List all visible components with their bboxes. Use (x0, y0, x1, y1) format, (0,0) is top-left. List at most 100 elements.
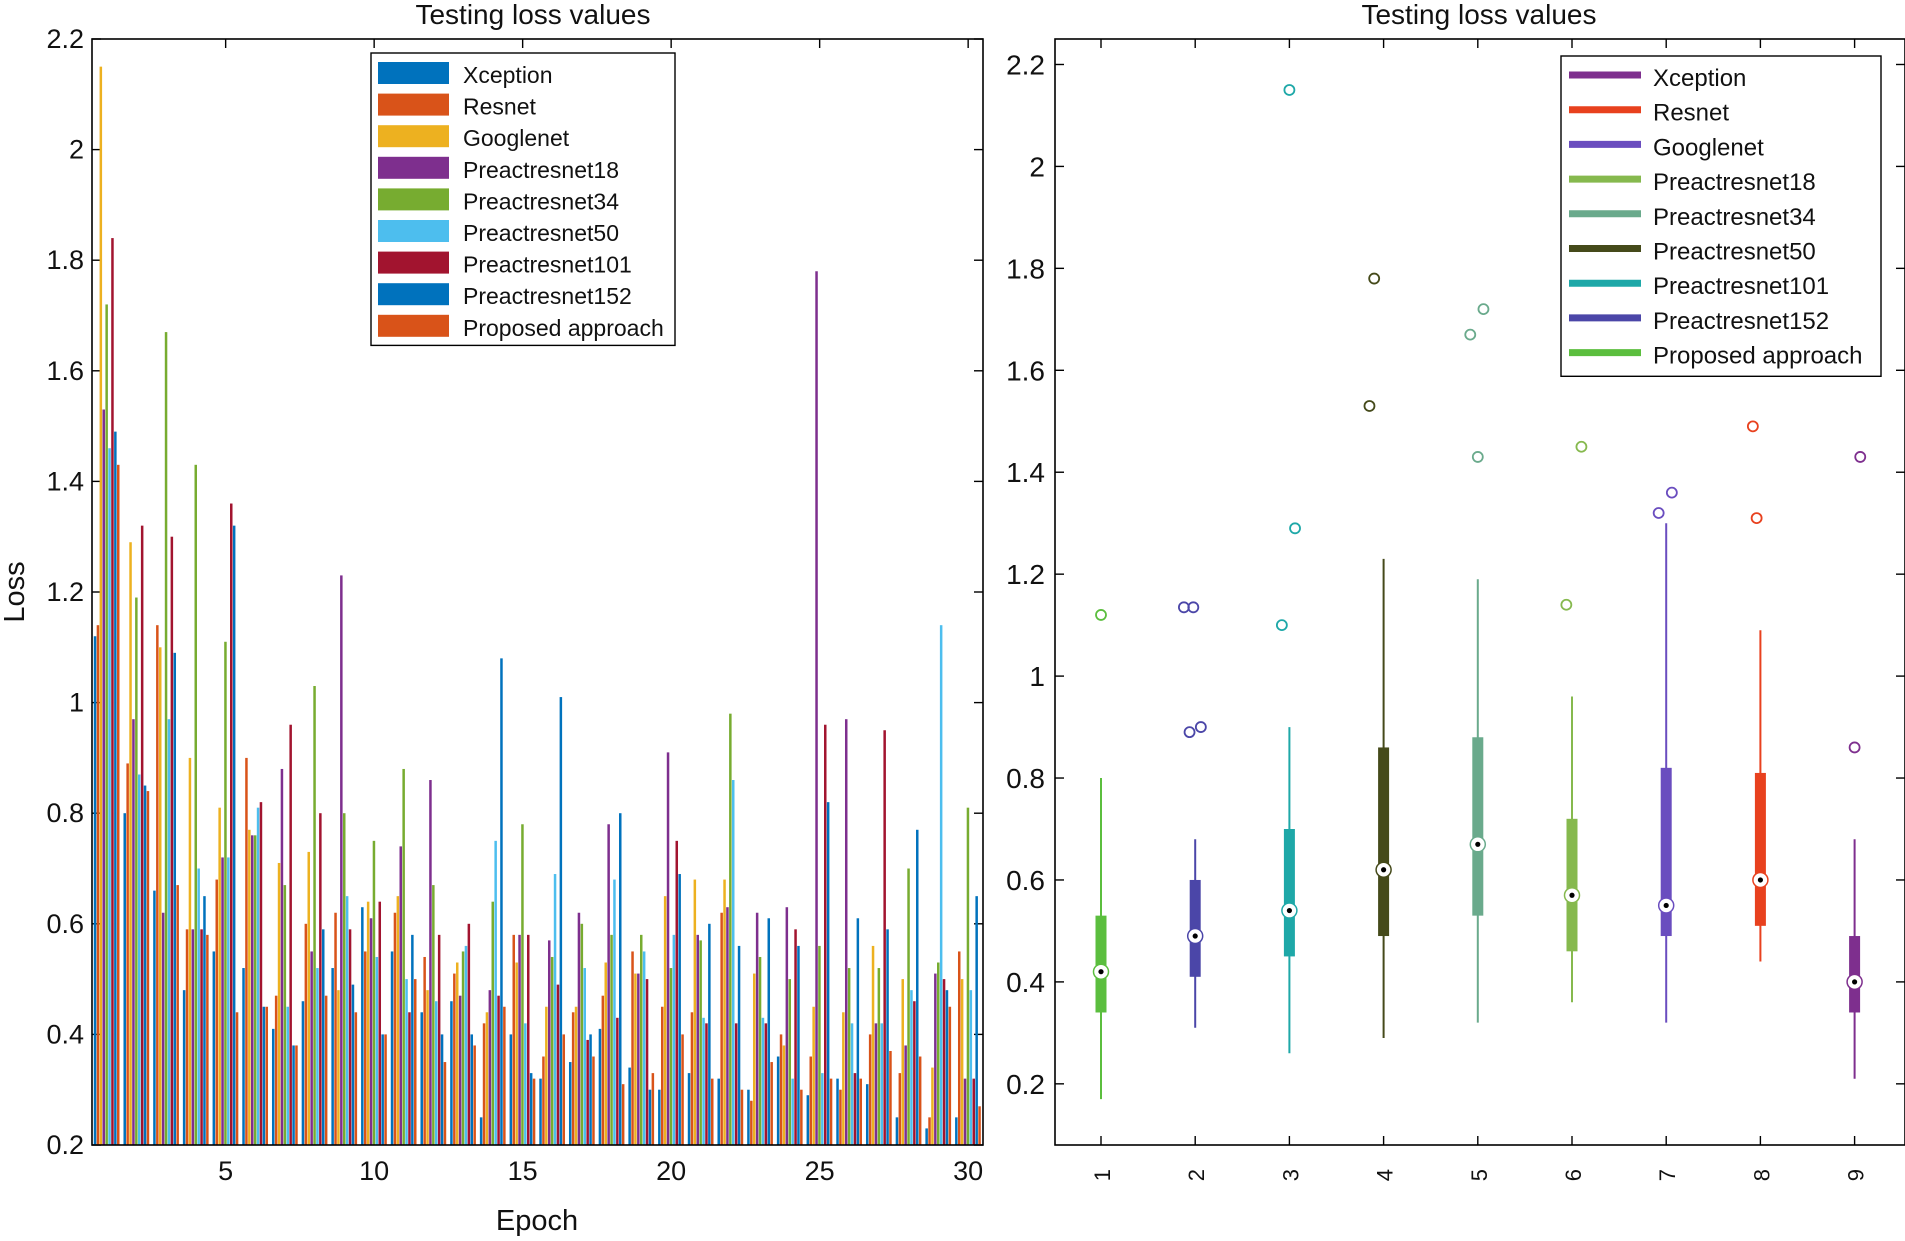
bar (806, 1095, 810, 1145)
bar (583, 968, 586, 1145)
bar (518, 934, 521, 1145)
bar (443, 1062, 447, 1145)
box-outlier (1177, 601, 1190, 614)
bar (574, 1006, 578, 1145)
bar (559, 697, 563, 1145)
bar (313, 686, 316, 1145)
bar (515, 962, 518, 1145)
bar (408, 1012, 411, 1145)
bar (928, 1117, 931, 1145)
legend-swatch (378, 220, 449, 242)
bar (224, 641, 227, 1145)
bar (791, 1078, 794, 1145)
box-outlier (1289, 522, 1301, 535)
legend-label: Resnet (1653, 100, 1729, 127)
bar (378, 901, 382, 1145)
bar (589, 1034, 592, 1145)
x-tick-label: 1 (1090, 1169, 1115, 1181)
box-outlier (1194, 721, 1207, 733)
bar (307, 851, 310, 1145)
bar (732, 780, 735, 1145)
bar (729, 713, 732, 1145)
legend-swatch (378, 188, 449, 211)
bar (972, 1078, 976, 1145)
bar (170, 536, 174, 1145)
bar (455, 962, 459, 1145)
bar (117, 464, 120, 1145)
bar (194, 464, 197, 1145)
bar (577, 912, 581, 1145)
y-tick-label: 0.8 (46, 798, 84, 828)
bar (366, 901, 370, 1145)
x-tick-label: 4 (1373, 1169, 1398, 1181)
bar (156, 625, 159, 1145)
bar (108, 448, 111, 1146)
box-median-dot (1569, 892, 1575, 898)
legend-label: Preactresnet101 (1653, 273, 1829, 300)
bar (913, 1001, 916, 1145)
bar (126, 763, 129, 1145)
bar (616, 1017, 619, 1145)
bar (836, 1078, 839, 1145)
bar (345, 896, 349, 1145)
bar (414, 979, 417, 1145)
bar (681, 1034, 684, 1145)
bar (966, 807, 970, 1145)
box-outlier (1652, 507, 1665, 519)
bar (393, 912, 397, 1145)
bar (545, 1006, 548, 1145)
bar (957, 951, 961, 1145)
y-tick-label: 2 (1029, 151, 1045, 182)
bar (610, 934, 613, 1145)
bar (450, 1001, 453, 1145)
bar (527, 934, 530, 1145)
bar (453, 973, 456, 1145)
bar (758, 956, 762, 1145)
legend-swatch (378, 283, 449, 306)
bar (702, 1017, 705, 1145)
bar (467, 923, 471, 1145)
bar (752, 973, 756, 1145)
bar (432, 885, 435, 1145)
bar (242, 968, 245, 1145)
bar (607, 824, 610, 1145)
bar (955, 1117, 958, 1145)
y-tick-label: 1 (69, 688, 84, 718)
bar (396, 896, 400, 1145)
bar (292, 1045, 295, 1145)
bar (280, 768, 284, 1145)
bar (411, 934, 414, 1145)
bar (767, 918, 771, 1145)
box-iqr (1283, 829, 1295, 957)
bar (604, 962, 607, 1145)
box-iqr (1754, 772, 1766, 926)
bar (978, 1106, 981, 1145)
bar (473, 1045, 476, 1145)
bar (550, 956, 554, 1145)
bar (651, 1073, 655, 1145)
bar (562, 1034, 566, 1145)
bar (182, 990, 186, 1145)
bar (690, 1012, 694, 1145)
bar (648, 1089, 652, 1145)
bar (847, 968, 851, 1145)
bar (102, 409, 105, 1145)
box-outlier (1854, 451, 1867, 463)
bar (262, 1006, 266, 1145)
bar (601, 995, 605, 1145)
legend-label: Xception (1653, 65, 1746, 92)
bar (726, 907, 729, 1145)
bar (865, 1084, 869, 1145)
box-outlier (1363, 400, 1376, 412)
bar (782, 1045, 786, 1145)
box-outlier (1187, 601, 1200, 614)
bar (161, 912, 165, 1145)
legend-label: Googlenet (463, 125, 570, 151)
bar (123, 813, 126, 1145)
bar (868, 1034, 872, 1145)
bar (598, 1028, 602, 1145)
x-tick-label: 25 (805, 1156, 835, 1186)
y-tick-label: 0.4 (46, 1019, 84, 1049)
bar (390, 951, 394, 1145)
y-tick-label: 1.4 (46, 466, 84, 496)
